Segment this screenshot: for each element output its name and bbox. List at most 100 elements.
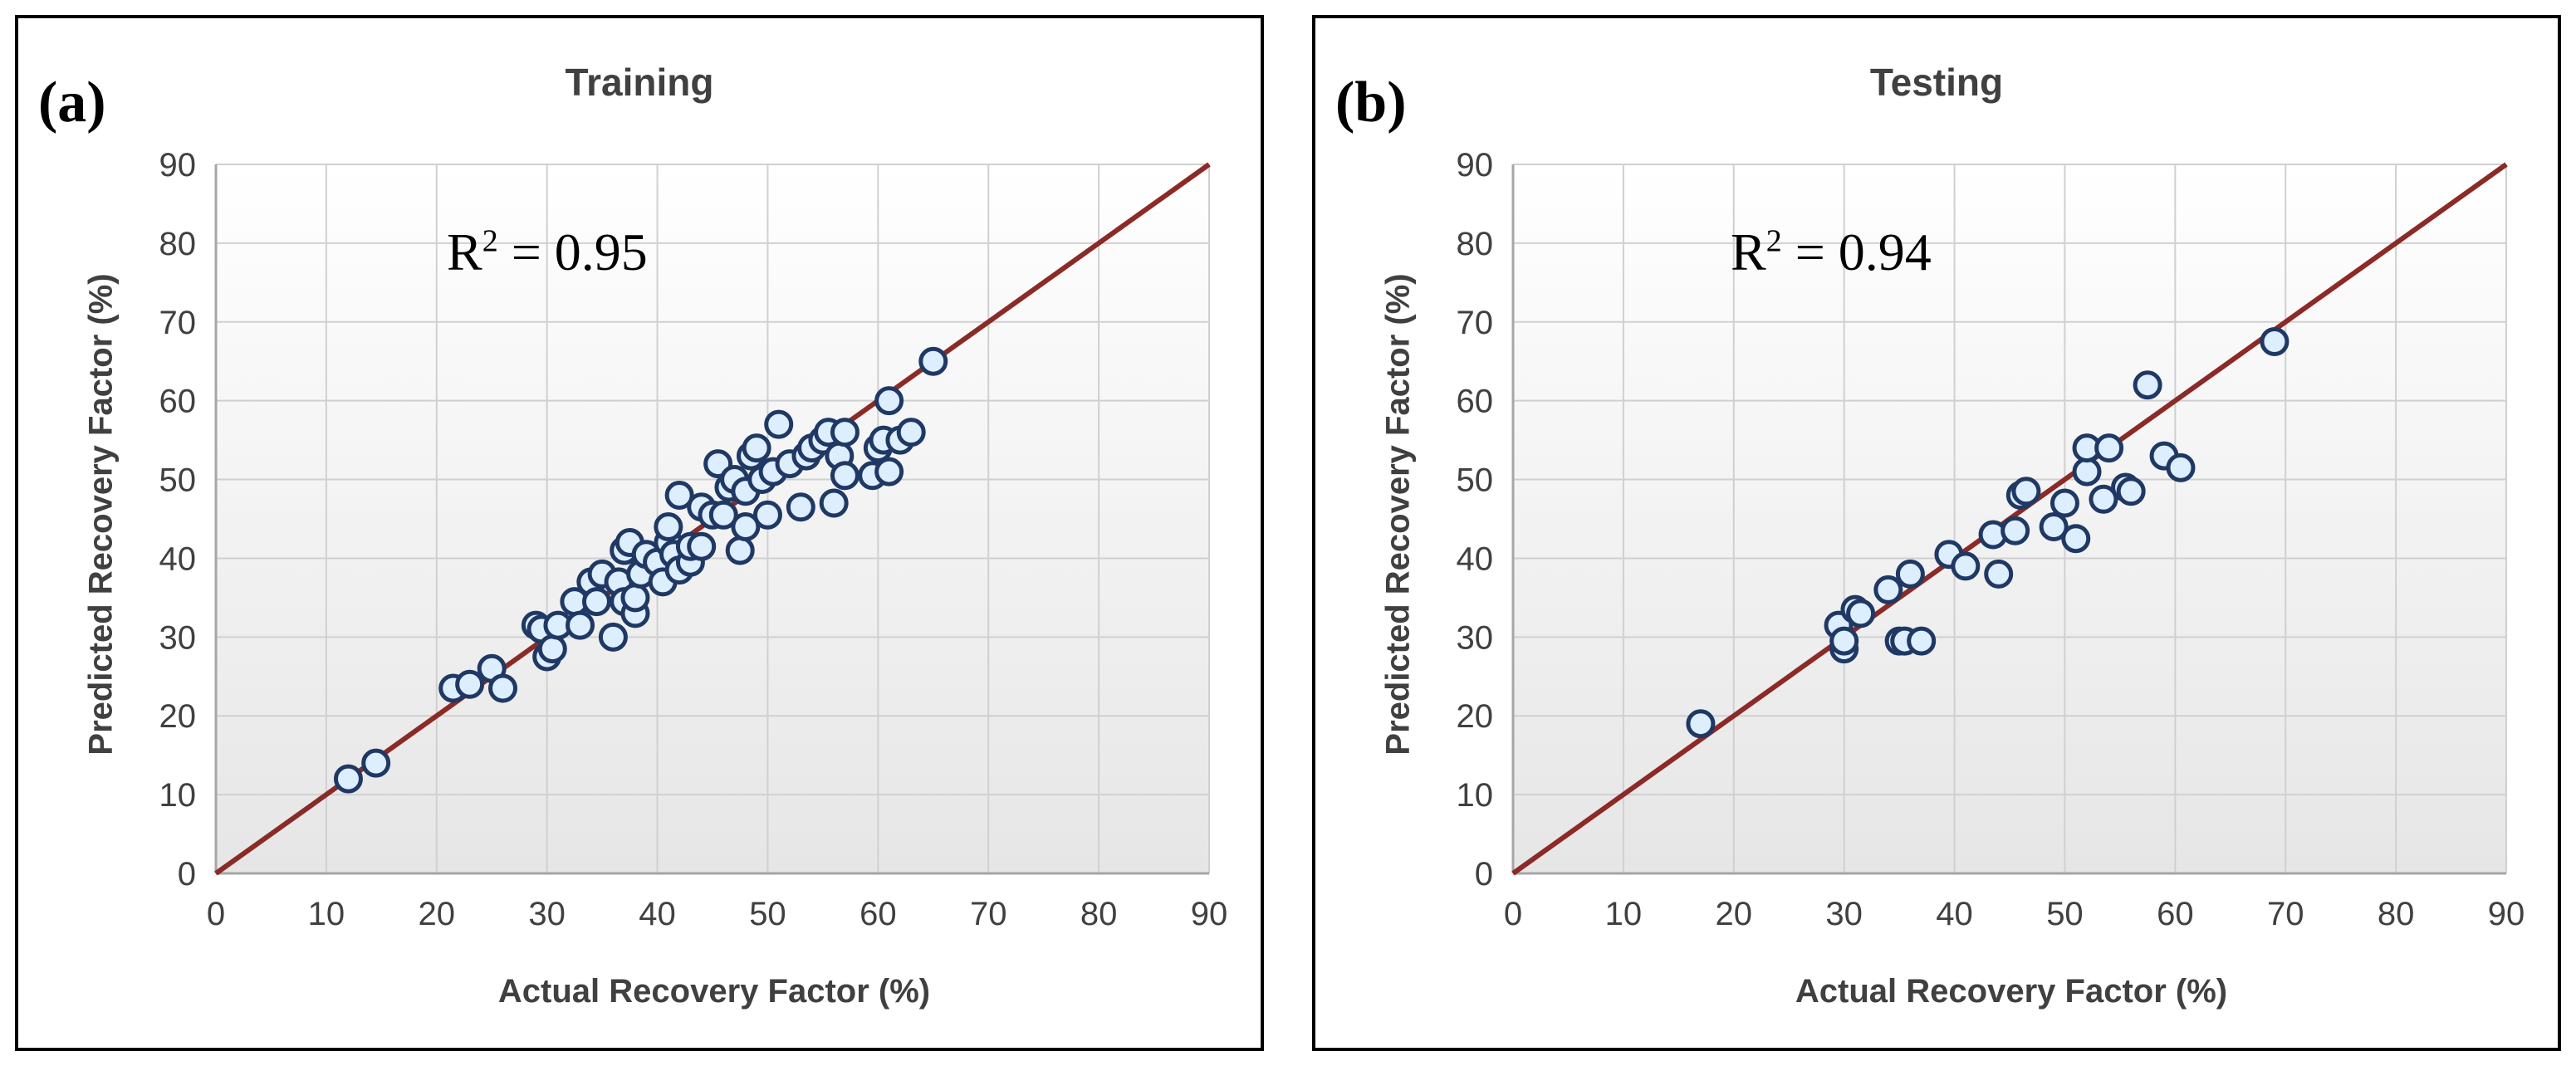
data-point [874, 457, 904, 487]
data-point [488, 673, 518, 703]
r-squared-annotation: R2 = 0.95 [447, 222, 648, 283]
data-point [918, 346, 948, 376]
x-tick-label: 70 [970, 896, 1007, 932]
x-tick-label: 90 [1191, 896, 1228, 932]
data-point [1846, 599, 1876, 628]
data-point [896, 418, 926, 447]
data-point [742, 433, 771, 463]
y-tick-label: 80 [1457, 226, 1494, 262]
r2-superscript: 2 [482, 223, 498, 259]
y-tick-label: 30 [1457, 619, 1494, 656]
x-axis-title: Actual Recovery Factor (%) [497, 973, 931, 1010]
y-tick-label: 10 [1457, 777, 1494, 814]
chart-title: Training [565, 61, 714, 104]
x-tick-label: 30 [528, 896, 566, 932]
data-point [708, 500, 738, 530]
x-tick-label: 50 [2046, 896, 2084, 932]
x-tick-label: 10 [1605, 896, 1643, 932]
data-point [361, 748, 391, 778]
r2-superscript: 2 [1765, 223, 1782, 259]
y-tick-label: 40 [159, 540, 197, 577]
r2-prefix: R [1731, 223, 1766, 281]
data-point [566, 610, 595, 640]
data-point [819, 488, 849, 518]
data-point [764, 409, 794, 439]
x-tick-label: 20 [1716, 896, 1753, 932]
x-tick-label: 0 [1504, 896, 1522, 932]
y-tick-label: 50 [159, 462, 197, 499]
data-point [687, 531, 717, 561]
panel-testing: 0 10 20 30 40 50 60 70 80 90 0 10 20 30 40 50 60 70 80 90 (… [1312, 15, 2561, 1051]
data-point [2089, 484, 2118, 514]
data-point [1984, 559, 2014, 589]
x-tick-label: 50 [749, 896, 786, 932]
data-point [1907, 626, 1937, 656]
y-tick-label: 50 [1457, 462, 1494, 499]
data-point [2072, 457, 2102, 487]
data-point [654, 511, 683, 541]
y-tick-label: 90 [1457, 147, 1494, 183]
x-tick-label: 60 [2157, 896, 2194, 932]
data-point [620, 583, 650, 613]
data-point [2050, 488, 2079, 518]
x-tick-label: 60 [859, 896, 897, 932]
training-plot-area: 0 10 20 30 40 50 60 70 80 90 0 10 20 30 40 50 60 70 80 90 [159, 147, 1228, 932]
r2-value: = 0.95 [497, 223, 648, 281]
data-point [752, 500, 782, 530]
y-tick-label: 70 [1457, 305, 1494, 341]
y-tick-label: 60 [1457, 384, 1494, 420]
y-tick-label: 10 [159, 777, 197, 814]
data-point [664, 481, 694, 511]
x-tick-label: 0 [207, 896, 225, 932]
y-tick-label: 20 [159, 698, 197, 735]
y-tick-label: 0 [178, 856, 196, 892]
data-point [333, 764, 363, 794]
y-tick-label: 70 [159, 305, 197, 341]
panel-label: (a) [38, 71, 106, 134]
data-point [2094, 433, 2124, 463]
data-point [2011, 477, 2041, 506]
testing-plot-area: 0 10 20 30 40 50 60 70 80 90 0 10 20 30 40 50 60 70 80 90 [1457, 147, 2525, 932]
data-point [1873, 575, 1903, 604]
r-squared-annotation: R2 = 0.94 [1731, 222, 1932, 283]
x-tick-label: 70 [2267, 896, 2304, 932]
data-point [2166, 452, 2196, 482]
data-point [2116, 477, 2146, 506]
data-point [1895, 559, 1925, 589]
x-axis-title: Actual Recovery Factor (%) [1795, 973, 2228, 1010]
data-point [537, 634, 567, 664]
data-point [725, 536, 755, 565]
data-point [1829, 626, 1859, 656]
data-point [1686, 709, 1716, 739]
y-axis-title: Predicted Recovery Factor (%) [1379, 273, 1417, 756]
data-point [2061, 524, 2091, 554]
data-point [830, 461, 859, 491]
data-point [2133, 370, 2162, 400]
data-point [455, 669, 485, 699]
x-tick-label: 90 [2488, 896, 2525, 932]
chart-title: Testing [1869, 61, 2004, 104]
r2-prefix: R [447, 223, 482, 281]
y-tick-label: 60 [159, 384, 197, 420]
data-point [2039, 511, 2069, 541]
y-axis-title: Predicted Recovery Factor (%) [82, 273, 120, 756]
panel-training: 0 10 20 30 40 50 60 70 80 90 0 10 20 30 40 50 60 70 80 90 (… [15, 15, 1264, 1051]
x-tick-label: 20 [419, 896, 456, 932]
x-tick-label: 40 [639, 896, 676, 932]
r2-value: = 0.94 [1781, 223, 1932, 281]
x-tick-label: 10 [308, 896, 345, 932]
data-point [1951, 551, 1981, 581]
y-tick-label: 90 [159, 147, 197, 183]
x-tick-label: 40 [1936, 896, 1973, 932]
data-point [2260, 327, 2290, 356]
y-tick-label: 40 [1457, 540, 1494, 577]
data-point [2001, 516, 2030, 545]
data-point [786, 492, 815, 522]
y-tick-label: 20 [1457, 698, 1494, 735]
y-tick-label: 80 [159, 226, 197, 262]
x-tick-label: 80 [1080, 896, 1118, 932]
y-tick-label: 0 [1475, 856, 1493, 892]
x-tick-label: 30 [1825, 896, 1863, 932]
data-point [581, 587, 611, 617]
panel-label: (b) [1335, 71, 1407, 134]
